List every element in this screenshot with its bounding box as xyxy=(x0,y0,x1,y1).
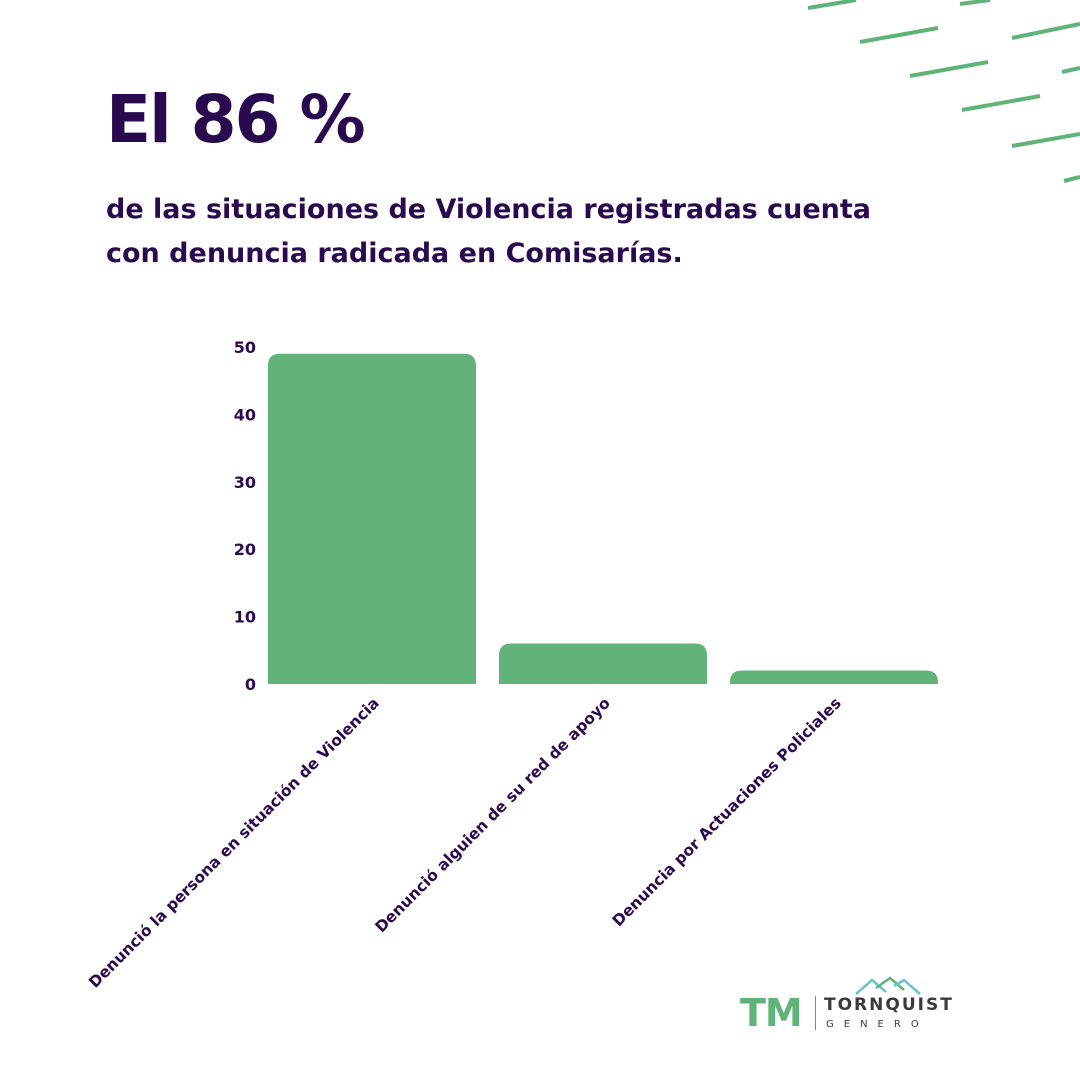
logo-initials: TM xyxy=(740,991,803,1035)
bar-3 xyxy=(730,670,938,684)
y-tick-label: 30 xyxy=(234,473,256,492)
y-tick-label: 10 xyxy=(234,608,256,627)
y-tick-label: 40 xyxy=(234,405,256,424)
y-tick-label: 20 xyxy=(234,540,256,559)
y-axis: 0 10 20 30 40 50 xyxy=(234,338,256,694)
x-axis-labels: Denunció la persona en situación de Viol… xyxy=(85,694,844,991)
tornquist-genero-logo: TM TORNQUIST GENERO xyxy=(738,974,958,1036)
headline-percentage: El 86 % xyxy=(106,81,366,158)
logo-name: TORNQUIST xyxy=(824,995,954,1015)
bar-2 xyxy=(499,643,707,684)
y-tick-label: 0 xyxy=(245,675,256,694)
logo-subtitle: GENERO xyxy=(826,1019,929,1030)
x-category-label: Denuncia por Actuaciones Policiales xyxy=(609,694,845,930)
y-tick-label: 50 xyxy=(234,338,256,357)
bars xyxy=(268,353,938,684)
mountains-icon xyxy=(855,976,921,995)
x-category-label: Denunció alguien de su red de apoyo xyxy=(372,694,614,936)
bar-1 xyxy=(268,353,476,684)
x-category-label: Denunció la persona en situación de Viol… xyxy=(85,694,382,991)
headline-subtitle: de las situaciones de Violencia registra… xyxy=(106,194,872,269)
logo-divider xyxy=(815,996,816,1030)
